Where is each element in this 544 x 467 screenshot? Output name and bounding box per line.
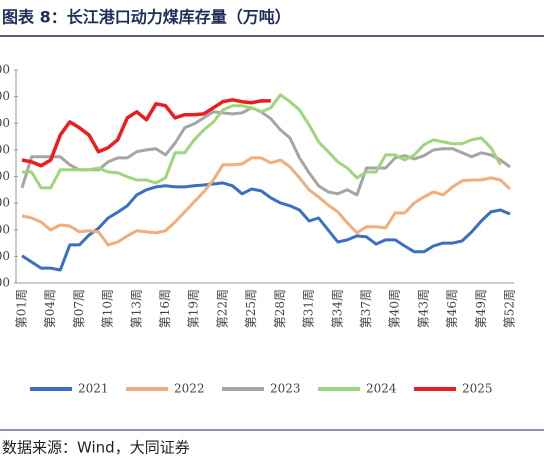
series-line (20, 106, 511, 197)
source: 数据来源：Wind，大同证券 (2, 439, 190, 457)
series-line (21, 181, 511, 272)
series-line (22, 93, 502, 190)
x-tick-label: 第52周 (503, 289, 517, 328)
x-tick-label: 第13周 (129, 289, 143, 328)
legend-label: 2022 (174, 382, 205, 396)
x-tick-label: 第37周 (359, 289, 373, 328)
x-tick-label: 第34周 (330, 289, 344, 328)
y-tick-label: 200 (0, 276, 10, 290)
y-tick-label: 900 (0, 89, 10, 103)
x-tick-label: 第16周 (158, 289, 172, 328)
y-tick-label: 800 (0, 116, 10, 130)
y-tick-label: 1000 (0, 63, 10, 77)
chart-title: 图表 8：长江港口动力煤库存量（万吨） (2, 8, 291, 27)
y-tick-label: 400 (0, 222, 10, 236)
series-line (21, 156, 512, 247)
legend-label: 2023 (270, 382, 301, 396)
y-tick-label: 300 (0, 249, 10, 263)
x-tick-label: 第04周 (43, 289, 57, 328)
x-tick-label: 第07周 (72, 289, 86, 328)
legend-label: 2025 (462, 382, 493, 396)
x-tick-label: 第28周 (273, 289, 287, 328)
x-tick-label: 第25周 (244, 289, 258, 328)
x-tick-label: 第49周 (474, 289, 488, 328)
x-tick-label: 第31周 (302, 289, 316, 328)
x-tick-label: 第43周 (416, 289, 430, 328)
x-tick-label: 第01周 (15, 289, 29, 328)
y-tick-label: 600 (0, 169, 10, 183)
series-line (21, 98, 271, 168)
y-tick-label: 500 (0, 196, 10, 210)
y-tick-label: 700 (0, 142, 10, 156)
x-tick-label: 第10周 (101, 289, 115, 328)
x-tick-label: 第46周 (445, 289, 459, 328)
legend-label: 2021 (78, 382, 109, 396)
x-tick-label: 第22周 (215, 289, 229, 328)
x-tick-label: 第19周 (187, 289, 201, 328)
legend-label: 2024 (366, 382, 397, 396)
x-tick-label: 第40周 (388, 289, 402, 328)
